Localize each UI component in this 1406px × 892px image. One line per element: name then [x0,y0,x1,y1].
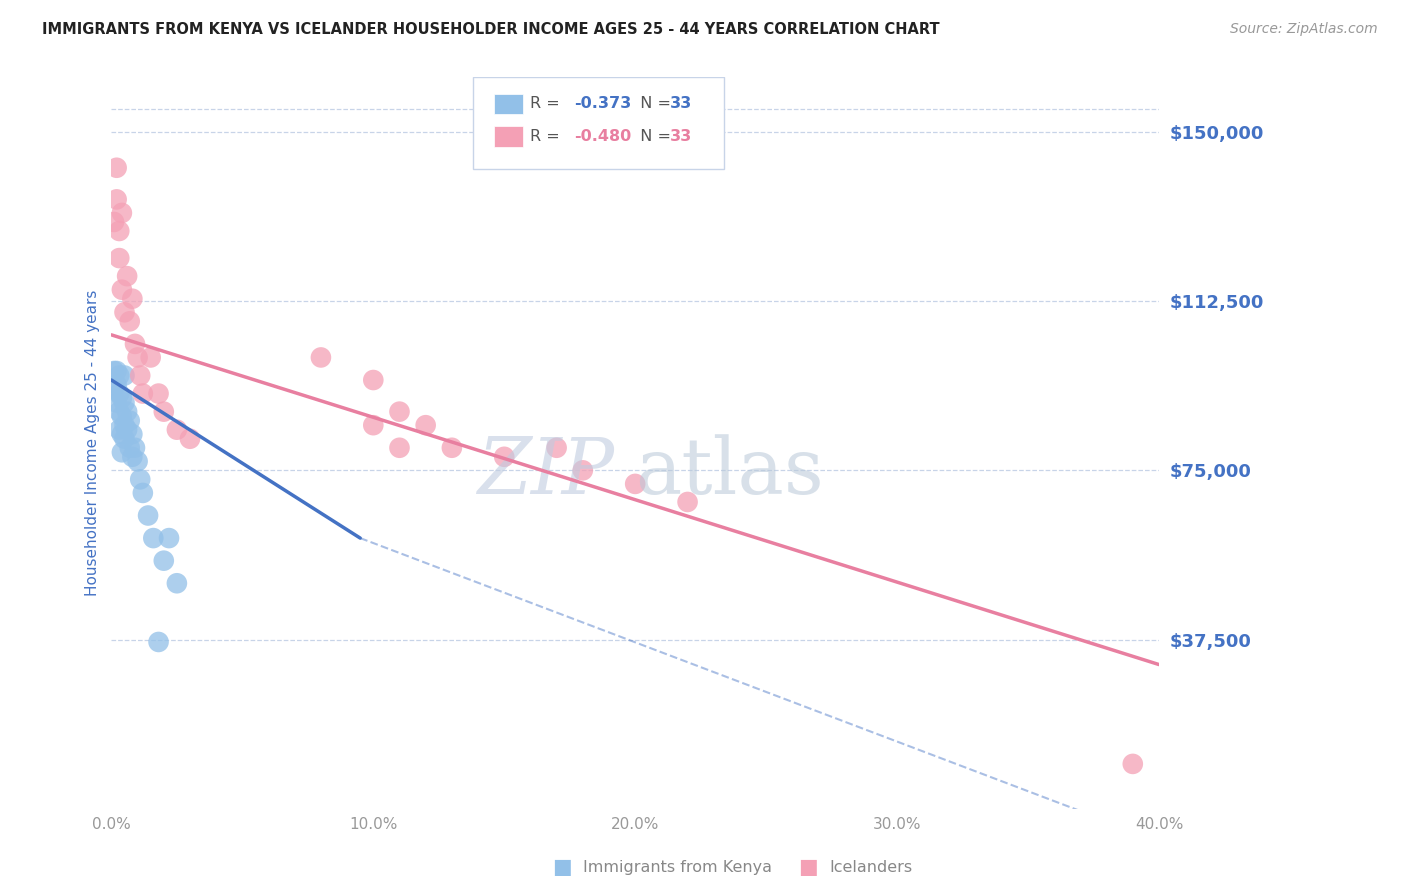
Text: -0.480: -0.480 [575,129,631,145]
Text: Immigrants from Kenya: Immigrants from Kenya [583,860,772,874]
Point [108,404,131,418]
Point [166,576,188,591]
Point [148,635,170,649]
FancyBboxPatch shape [494,94,523,114]
Point [440,441,463,455]
Point [127,454,149,468]
Point [494,450,516,464]
Point [124,337,146,351]
Point [103,215,125,229]
Point [105,364,128,378]
Point [1122,756,1144,771]
Point [179,432,201,446]
Point [114,368,136,383]
Point [114,432,136,446]
Text: atlas: atlas [636,434,824,510]
Point [108,224,131,238]
Point [114,418,136,433]
Point [111,391,134,405]
Point [127,351,149,365]
Y-axis label: Householder Income Ages 25 - 44 years: Householder Income Ages 25 - 44 years [86,290,100,597]
Point [118,414,141,428]
Point [105,193,128,207]
Point [676,495,699,509]
Point [388,441,411,455]
Point [624,476,647,491]
Text: Icelanders: Icelanders [830,860,912,874]
Text: ■: ■ [799,857,818,877]
Point [166,423,188,437]
Point [105,395,128,409]
Text: N =: N = [630,96,676,112]
Point [103,364,125,378]
FancyBboxPatch shape [472,78,724,169]
Point [111,206,134,220]
Point [124,441,146,455]
Text: 33: 33 [669,129,692,145]
Text: -0.373: -0.373 [575,96,631,112]
FancyBboxPatch shape [494,127,523,147]
Point [139,351,162,365]
Point [132,386,155,401]
Point [111,409,134,424]
Point [132,486,155,500]
Point [108,423,131,437]
Point [118,314,141,328]
Point [108,251,131,265]
Point [142,531,165,545]
Text: N =: N = [630,129,676,145]
Text: 33: 33 [669,96,692,112]
Point [129,472,152,486]
Point [111,445,134,459]
Text: ZIP: ZIP [477,434,614,511]
Point [105,161,128,175]
Point [114,395,136,409]
Point [152,404,174,418]
Text: R =: R = [530,129,565,145]
Point [148,386,170,401]
Point [111,427,134,442]
Point [121,450,143,464]
Point [309,351,332,365]
Point [115,269,138,284]
Point [136,508,159,523]
Point [114,305,136,319]
Point [111,283,134,297]
Text: ■: ■ [553,857,572,877]
Point [546,441,568,455]
Point [118,441,141,455]
Point [388,404,411,418]
Point [157,531,180,545]
Point [152,554,174,568]
Text: IMMIGRANTS FROM KENYA VS ICELANDER HOUSEHOLDER INCOME AGES 25 - 44 YEARS CORRELA: IMMIGRANTS FROM KENYA VS ICELANDER HOUSE… [42,22,939,37]
Point [108,368,131,383]
Text: Source: ZipAtlas.com: Source: ZipAtlas.com [1230,22,1378,37]
Point [105,377,128,392]
Point [115,404,138,418]
Point [363,373,385,387]
Point [121,427,143,442]
Point [121,292,143,306]
Point [108,386,131,401]
Point [103,382,125,396]
Point [572,463,595,477]
Point [129,368,152,383]
Point [415,418,437,433]
Point [363,418,385,433]
Text: R =: R = [530,96,565,112]
Point [115,423,138,437]
